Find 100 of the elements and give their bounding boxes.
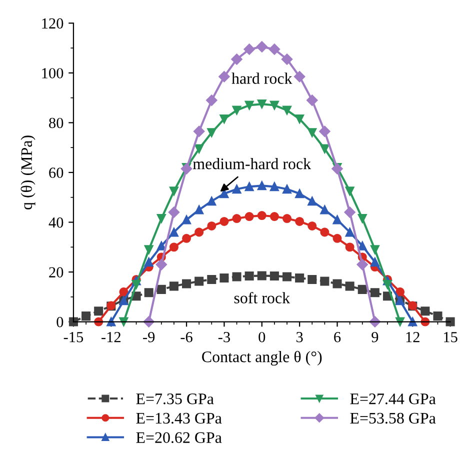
point bbox=[370, 258, 380, 267]
point bbox=[182, 215, 192, 224]
point bbox=[244, 100, 254, 110]
point bbox=[206, 94, 218, 106]
legend-label: E=20.62 GPa bbox=[136, 432, 222, 444]
point bbox=[244, 271, 254, 281]
point bbox=[332, 279, 342, 288]
point bbox=[396, 287, 405, 296]
point bbox=[144, 258, 154, 267]
point bbox=[207, 128, 216, 138]
point bbox=[169, 228, 178, 237]
point bbox=[268, 44, 280, 55]
point bbox=[345, 186, 354, 196]
point bbox=[244, 212, 254, 222]
point bbox=[270, 100, 279, 110]
x-tick-label: -15 bbox=[64, 332, 84, 342]
point bbox=[132, 280, 141, 289]
y-tick-label: 20 bbox=[49, 267, 64, 278]
point bbox=[106, 317, 116, 326]
point bbox=[156, 258, 168, 270]
point bbox=[119, 287, 128, 296]
point bbox=[144, 288, 154, 298]
legend-label: E=53.58 GPa bbox=[350, 412, 436, 424]
point bbox=[282, 272, 292, 282]
point bbox=[244, 44, 255, 55]
x-tick-label: -3 bbox=[218, 332, 230, 342]
point bbox=[270, 212, 279, 222]
x-tick-label: 6 bbox=[334, 332, 341, 342]
point bbox=[295, 216, 304, 226]
point bbox=[345, 228, 354, 237]
point bbox=[169, 282, 178, 291]
point bbox=[82, 312, 91, 321]
annotation: hard rock bbox=[232, 72, 292, 84]
point bbox=[345, 282, 354, 291]
point bbox=[358, 214, 367, 224]
point bbox=[220, 216, 229, 226]
x-tick-label: 0 bbox=[258, 332, 266, 342]
legend-label: E=13.43 GPa bbox=[136, 412, 222, 424]
point bbox=[358, 241, 367, 250]
point bbox=[218, 71, 230, 82]
point bbox=[320, 276, 330, 286]
point bbox=[295, 273, 304, 282]
x-tick-label: -6 bbox=[180, 332, 192, 342]
point bbox=[308, 274, 317, 284]
point bbox=[244, 182, 254, 192]
point bbox=[282, 184, 292, 194]
point bbox=[370, 245, 380, 254]
point bbox=[182, 279, 192, 288]
point bbox=[295, 189, 304, 198]
point bbox=[232, 272, 242, 282]
point bbox=[231, 54, 242, 65]
annotation: soft rock bbox=[234, 292, 290, 304]
y-tick-label: 80 bbox=[49, 118, 64, 128]
point bbox=[194, 144, 204, 154]
point bbox=[232, 214, 242, 224]
point bbox=[433, 312, 442, 321]
y-tick-label: 40 bbox=[48, 217, 64, 228]
y-tick-label: 120 bbox=[42, 18, 64, 29]
point bbox=[332, 234, 342, 243]
point bbox=[320, 228, 330, 237]
point bbox=[420, 306, 430, 316]
point bbox=[270, 182, 279, 192]
point bbox=[295, 114, 304, 124]
point bbox=[345, 242, 354, 252]
point bbox=[232, 106, 242, 115]
point bbox=[308, 128, 317, 138]
point bbox=[370, 288, 380, 298]
point bbox=[257, 181, 266, 190]
point bbox=[294, 71, 306, 82]
point bbox=[308, 221, 317, 230]
point bbox=[257, 211, 266, 220]
point bbox=[356, 258, 368, 270]
point bbox=[232, 184, 242, 194]
point bbox=[193, 126, 205, 138]
point bbox=[168, 206, 180, 218]
y-tick-label: 0 bbox=[56, 316, 64, 328]
point bbox=[256, 41, 268, 52]
point bbox=[408, 317, 418, 326]
point bbox=[282, 106, 292, 115]
point bbox=[308, 196, 317, 206]
point bbox=[358, 284, 367, 294]
point bbox=[194, 228, 204, 237]
point bbox=[207, 221, 216, 230]
point bbox=[319, 126, 330, 138]
point bbox=[270, 271, 279, 281]
point bbox=[144, 245, 154, 254]
point bbox=[281, 54, 293, 65]
y-axis-title: q (θ) (MPa) bbox=[20, 136, 36, 210]
point bbox=[257, 271, 266, 280]
point bbox=[382, 280, 392, 289]
point bbox=[169, 186, 178, 196]
x-tick-label: 9 bbox=[372, 332, 378, 342]
point bbox=[220, 114, 229, 124]
point bbox=[320, 144, 330, 154]
point bbox=[306, 94, 318, 106]
point bbox=[94, 306, 104, 316]
legend-label: E=27.44 GPa bbox=[350, 394, 436, 404]
x-tick-label: 15 bbox=[444, 332, 458, 342]
point bbox=[344, 206, 356, 218]
y-tick-label: 100 bbox=[42, 68, 64, 78]
